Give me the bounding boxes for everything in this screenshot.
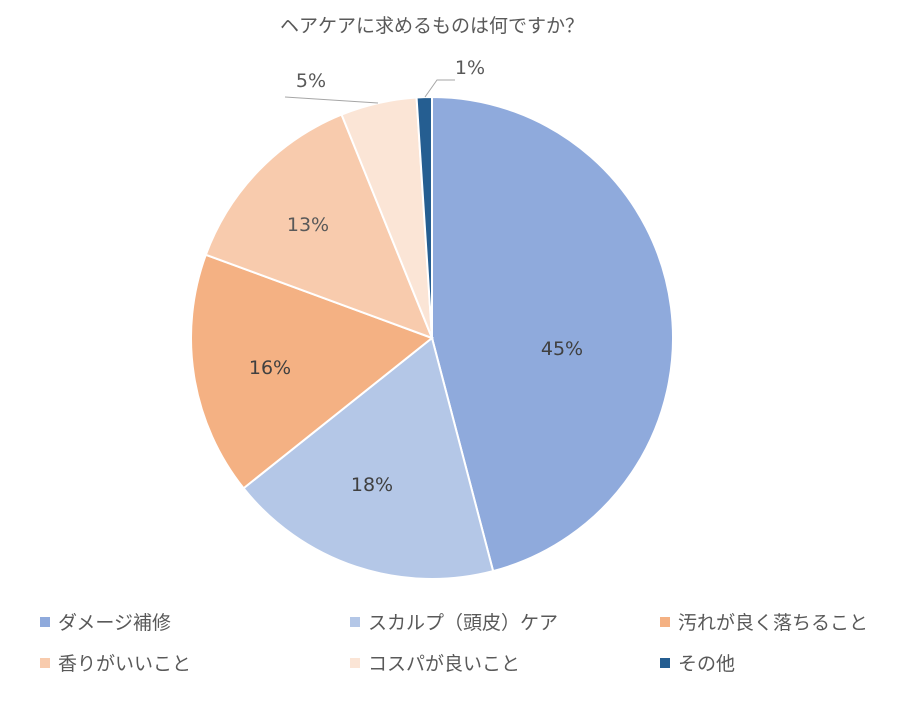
- data-label-5: 5%: [296, 70, 326, 92]
- data-label-2: 18%: [351, 474, 393, 496]
- pie-slice-3: [190, 253, 435, 490]
- data-label-6: 1%: [455, 57, 485, 79]
- legend: ダメージ補修 スカルプ（頭皮）ケア 汚れが良く落ちること香りがいいこと コスパが良いこ…: [40, 608, 900, 676]
- legend-label: コスパが良いこと: [368, 653, 521, 675]
- data-labels: 45% 18% 16% 13% 5% 1%: [249, 57, 583, 496]
- legend-swatch: [660, 657, 670, 668]
- legend-swatch: [40, 616, 50, 627]
- leader-line-5: [284, 96, 379, 104]
- legend-swatch: [350, 657, 360, 668]
- pie-slice-4: [204, 113, 434, 340]
- data-label-1: 45%: [541, 338, 583, 360]
- legend-swatch: [40, 657, 50, 668]
- pie-slice-6: [415, 95, 433, 339]
- legend-item-6: その他: [660, 649, 900, 676]
- legend-swatch: [660, 616, 670, 627]
- legend-label: 汚れが良く落ちること: [678, 612, 869, 634]
- legend-item-5: コスパが良いこと: [350, 649, 660, 676]
- pie-slice-1: [431, 95, 674, 573]
- legend-swatch: [350, 616, 360, 627]
- legend-label: スカルプ（頭皮）ケア: [368, 612, 559, 634]
- data-label-4: 13%: [287, 214, 329, 236]
- legend-item-1: ダメージ補修: [40, 608, 350, 635]
- legend-label: ダメージ補修: [58, 612, 172, 634]
- legend-label: その他: [678, 653, 736, 675]
- chart-title: ヘアケアに求めるものは何ですか？: [280, 15, 584, 37]
- legend-label: 香りがいいこと: [58, 653, 192, 675]
- legend-item-3: 汚れが良く落ちること: [660, 608, 900, 635]
- data-label-3: 16%: [249, 357, 291, 379]
- legend-item-4: 香りがいいこと: [40, 649, 350, 676]
- leader-line-6: [424, 79, 455, 98]
- pie-slices: [190, 95, 674, 580]
- pie-slice-2: [242, 336, 495, 580]
- legend-item-2: スカルプ（頭皮）ケア: [350, 608, 660, 635]
- leader-lines: [284, 79, 455, 104]
